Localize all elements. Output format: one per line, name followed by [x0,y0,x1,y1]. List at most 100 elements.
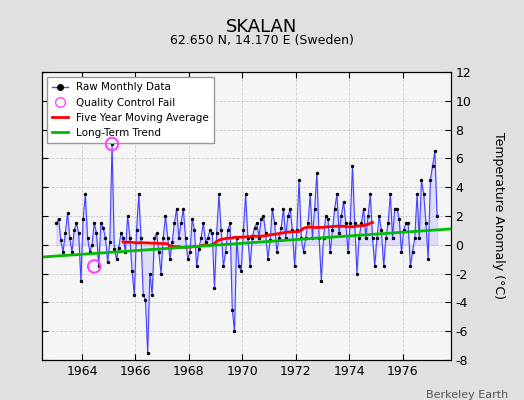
Point [286,206,294,212]
Point [353,270,361,277]
Point [197,234,205,241]
Point [381,234,390,241]
Point [159,234,168,241]
Point [157,270,165,277]
Point [124,213,132,219]
Point [137,234,145,241]
Point [259,213,268,219]
Point [297,234,305,241]
Point [224,227,232,234]
Point [219,263,227,270]
Point [346,220,354,226]
Point [203,234,212,241]
Point [248,234,256,241]
Point [133,227,141,234]
Point [128,268,136,274]
Point [397,249,406,255]
Point [155,249,163,255]
Point [406,263,414,270]
Point [186,249,194,255]
Point [103,259,112,265]
Point [72,220,81,226]
Point [221,249,230,255]
Point [239,227,247,234]
Point [340,198,348,205]
Point [326,249,334,255]
Point [68,249,76,255]
Point [108,141,116,147]
Point [281,234,290,241]
Point [422,220,430,226]
Point [190,227,199,234]
Point [97,220,105,226]
Point [413,191,421,198]
Point [250,224,259,231]
Point [108,141,116,147]
Point [61,230,70,236]
Point [215,191,223,198]
Point [393,206,401,212]
Text: Berkeley Earth: Berkeley Earth [426,390,508,400]
Point [331,206,339,212]
Point [106,239,114,245]
Point [115,244,123,251]
Point [101,234,110,241]
Point [66,234,74,241]
Point [79,216,88,222]
Point [92,230,101,236]
Point [230,328,238,334]
Legend: Raw Monthly Data, Quality Control Fail, Five Year Moving Average, Long-Term Tren: Raw Monthly Data, Quality Control Fail, … [47,77,214,143]
Point [148,292,156,298]
Point [415,234,423,241]
Point [181,234,190,241]
Point [110,246,118,252]
Point [310,206,319,212]
Point [52,220,61,226]
Point [395,216,403,222]
Point [319,234,328,241]
Point [266,237,274,244]
Point [166,256,174,262]
Point [88,242,96,248]
Point [408,249,417,255]
Point [246,263,254,270]
Point [244,234,252,241]
Point [337,213,345,219]
Point [146,270,154,277]
Point [433,213,441,219]
Point [288,227,297,234]
Point [168,239,177,245]
Point [201,239,210,245]
Point [299,249,308,255]
Point [335,230,343,236]
Point [139,292,147,298]
Point [199,220,208,226]
Text: SKALAN: SKALAN [226,18,298,36]
Point [144,350,152,356]
Point [431,148,439,154]
Point [74,230,83,236]
Point [315,234,323,241]
Point [333,191,341,198]
Point [63,210,72,216]
Point [150,234,159,241]
Point [112,256,121,262]
Point [152,230,161,236]
Point [344,249,352,255]
Point [135,191,143,198]
Point [170,220,179,226]
Point [233,234,241,241]
Point [57,237,65,244]
Point [342,220,350,226]
Point [308,234,316,241]
Point [141,296,150,303]
Point [399,227,408,234]
Point [362,234,370,241]
Point [351,220,359,226]
Point [426,177,434,183]
Point [379,263,388,270]
Point [324,216,332,222]
Point [242,191,250,198]
Point [235,263,243,270]
Point [301,234,310,241]
